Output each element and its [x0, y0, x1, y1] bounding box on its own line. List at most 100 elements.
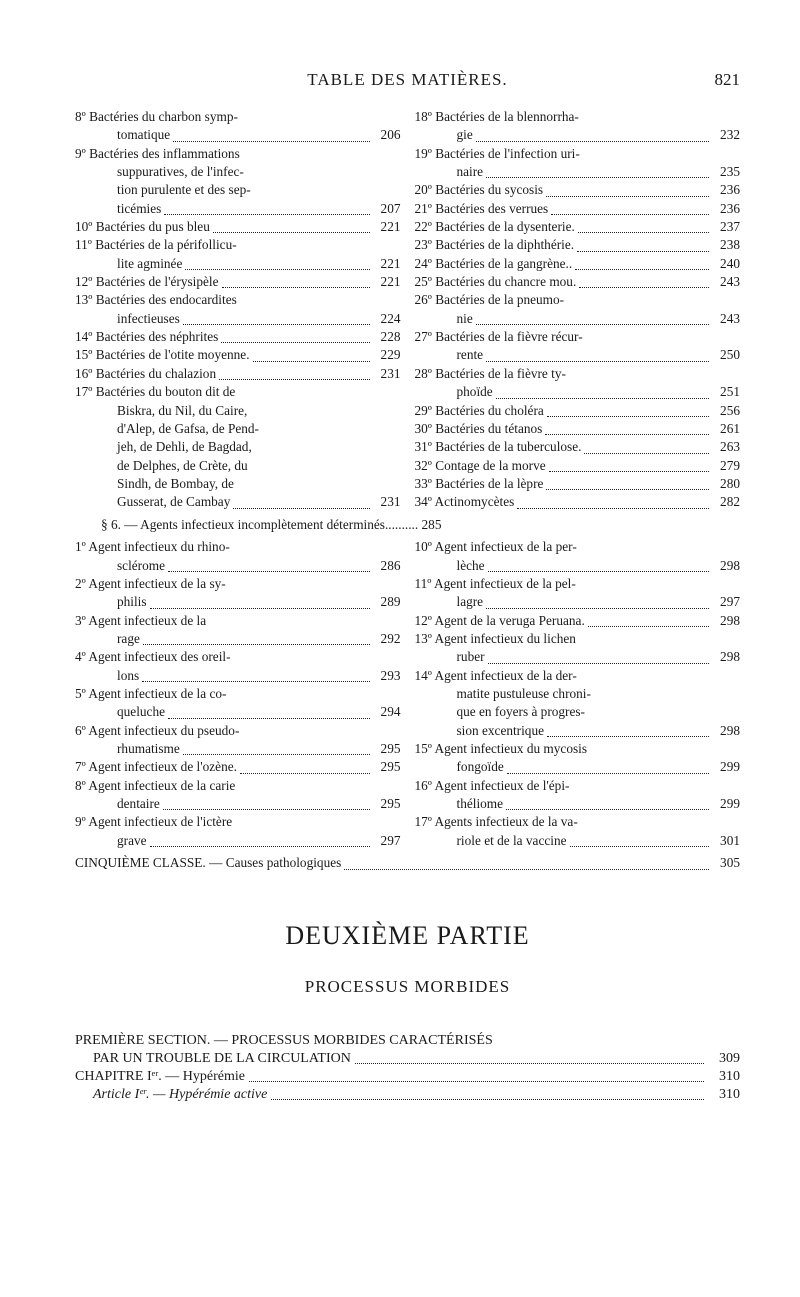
leader-dots: [551, 214, 709, 215]
toc-row: philis289: [75, 593, 401, 611]
leader-dots: [476, 324, 709, 325]
toc-page: 292: [373, 630, 401, 648]
section-page: 310: [708, 1069, 740, 1085]
leader-dots: [163, 809, 370, 810]
toc-label: nie: [415, 310, 473, 328]
toc-row: Gusserat, de Cambay231: [75, 493, 401, 511]
left-column-lower: 1º Agent infectieux du rhino-sclérome286…: [75, 538, 401, 850]
toc-row: 17º Bactéries du bouton dit de: [75, 383, 401, 401]
part-title: DEUXIÈME PARTIE: [75, 921, 740, 951]
toc-label: 5º Agent infectieux de la co-: [75, 685, 226, 703]
toc-label: 15º Bactéries de l'otite moyenne.: [75, 346, 250, 364]
section-row: CHAPITRE Iᵉʳ. — Hypérémie 310: [75, 1069, 740, 1085]
toc-row: 21º Bactéries des verrues236: [415, 200, 741, 218]
toc-label: Biskra, du Nil, du Caire,: [75, 402, 247, 420]
toc-label: 1º Agent infectieux du rhino-: [75, 538, 230, 556]
toc-page: 295: [373, 740, 401, 758]
toc-row: sion excentrique298: [415, 722, 741, 740]
toc-row: lons293: [75, 667, 401, 685]
page-number: 821: [700, 70, 740, 90]
toc-row: 8º Bactéries du charbon symp-: [75, 108, 401, 126]
toc-label: 13º Agent infectieux du lichen: [415, 630, 576, 648]
toc-label: 32º Contage de la morve: [415, 457, 546, 475]
toc-label: naire: [415, 163, 484, 181]
leader-dots: [355, 1063, 704, 1064]
toc-label: jeh, de Dehli, de Bagdad,: [75, 438, 252, 456]
toc-row: 11º Bactéries de la périfollicu-: [75, 236, 401, 254]
toc-row: 29º Bactéries du choléra256: [415, 402, 741, 420]
toc-label: 22º Bactéries de la dysenterie.: [415, 218, 575, 236]
toc-row: lagre297: [415, 593, 741, 611]
toc-row: 16º Agent infectieux de l'épi-: [415, 777, 741, 795]
toc-page: 243: [712, 273, 740, 291]
toc-label: 18º Bactéries de la blennorrha-: [415, 108, 579, 126]
toc-page: 221: [373, 218, 401, 236]
toc-row: phoïde251: [415, 383, 741, 401]
toc-row: riole et de la vaccine301: [415, 832, 741, 850]
toc-page: 238: [712, 236, 740, 254]
leader-dots: [486, 608, 709, 609]
toc-row: de Delphes, de Crète, du: [75, 457, 401, 475]
toc-label: 25º Bactéries du chancre mou.: [415, 273, 577, 291]
toc-page: 279: [712, 457, 740, 475]
toc-row: théliome299: [415, 795, 741, 813]
toc-row: 34º Actinomycètes282: [415, 493, 741, 511]
toc-label: 12º Bactéries de l'érysipèle: [75, 273, 219, 291]
toc-label: 14º Agent infectieux de la der-: [415, 667, 577, 685]
leader-dots: [219, 379, 369, 380]
right-column-lower: 10º Agent infectieux de la per-lèche2981…: [415, 538, 741, 850]
section-label: CHAPITRE Iᵉʳ. — Hypérémie: [75, 1069, 245, 1085]
toc-row: 6º Agent infectieux du pseudo-: [75, 722, 401, 740]
leader-dots: [185, 269, 369, 270]
toc-label: Gusserat, de Cambay: [75, 493, 230, 511]
toc-row: 31º Bactéries de la tuberculose.263: [415, 438, 741, 456]
section-row: PAR UN TROUBLE DE LA CIRCULATION309: [75, 1051, 740, 1067]
leader-dots: [488, 663, 709, 664]
toc-row: rente250: [415, 346, 741, 364]
toc-label: 31º Bactéries de la tuberculose.: [415, 438, 582, 456]
toc-row: 33º Bactéries de la lèpre280: [415, 475, 741, 493]
leader-dots: [173, 141, 369, 142]
leader-dots: [486, 361, 709, 362]
toc-label: d'Alep, de Gafsa, de Pend-: [75, 420, 259, 438]
toc-label: lèche: [415, 557, 485, 575]
toc-label: 9º Bactéries des inflammations: [75, 145, 240, 163]
toc-label: 15º Agent infectieux du mycosis: [415, 740, 588, 758]
toc-page: 286: [373, 557, 401, 575]
toc-label: 8º Agent infectieux de la carie: [75, 777, 235, 795]
toc-row: d'Alep, de Gafsa, de Pend-: [75, 420, 401, 438]
toc-label: 33º Bactéries de la lèpre: [415, 475, 544, 493]
toc-label: 24º Bactéries de la gangrène..: [415, 255, 573, 273]
toc-page: 229: [373, 346, 401, 364]
leader-dots: [546, 196, 709, 197]
toc-row: 13º Agent infectieux du lichen: [415, 630, 741, 648]
leader-dots: [547, 736, 709, 737]
toc-page: 295: [373, 795, 401, 813]
toc-label: tion purulente et des sep-: [75, 181, 251, 199]
toc-label: phoïde: [415, 383, 493, 401]
toc-row: que en foyers à progres-: [415, 703, 741, 721]
toc-label: 23º Bactéries de la diphthérie.: [415, 236, 575, 254]
toc-page: 243: [712, 310, 740, 328]
toc-label: 27º Bactéries de la fièvre récur-: [415, 328, 583, 346]
toc-page: 297: [712, 593, 740, 611]
toc-row: queluche294: [75, 703, 401, 721]
toc-row: tomatique206: [75, 126, 401, 144]
leader-dots: [546, 489, 709, 490]
toc-page: 235: [712, 163, 740, 181]
toc-row: rage292: [75, 630, 401, 648]
toc-row: 15º Agent infectieux du mycosis: [415, 740, 741, 758]
toc-label: 34º Actinomycètes: [415, 493, 515, 511]
toc-row: rhumatisme295: [75, 740, 401, 758]
toc-label: ticémies: [75, 200, 161, 218]
leader-dots: [578, 232, 709, 233]
section-page: 310: [708, 1087, 740, 1103]
toc-page: 250: [712, 346, 740, 364]
toc-label: gie: [415, 126, 473, 144]
leader-dots: [164, 214, 369, 215]
leader-dots: [222, 287, 370, 288]
toc-columns-upper: 8º Bactéries du charbon symp-tomatique20…: [75, 108, 740, 512]
toc-label: 10º Agent infectieux de la per-: [415, 538, 577, 556]
toc-page: 221: [373, 273, 401, 291]
toc-row: 28º Bactéries de la fièvre ty-: [415, 365, 741, 383]
